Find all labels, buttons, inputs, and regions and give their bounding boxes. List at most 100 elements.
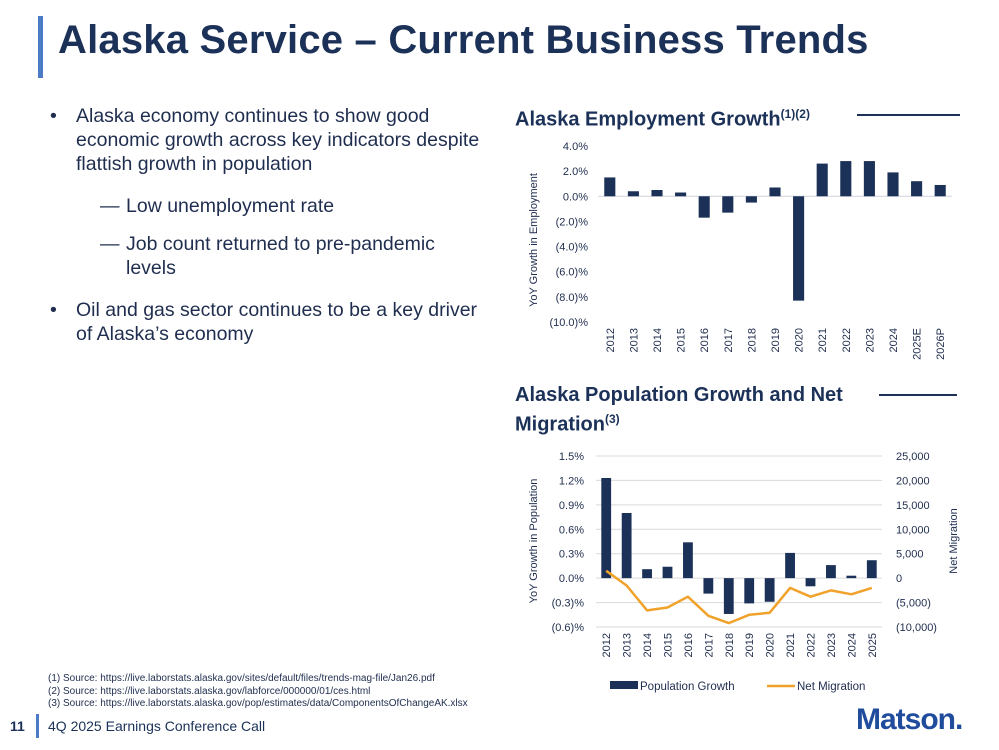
population-x-tick-label: 2024 <box>846 633 858 657</box>
population-x-tick-label: 2014 <box>642 633 654 657</box>
employment-x-tick-label: 2023 <box>864 328 876 352</box>
population-growth-bar <box>703 578 714 594</box>
net-migration-tick-label: (5,000) <box>896 598 931 610</box>
bullet-marker: • <box>50 105 57 127</box>
population-y-tick-label: 0.9% <box>559 500 584 512</box>
employment-bar <box>769 187 781 197</box>
population-y-tick-label: (0.3)% <box>552 598 585 610</box>
employment-bar <box>887 172 899 197</box>
net-migration-tick-label: 20,000 <box>896 475 930 487</box>
legend-migration-label: Net Migration <box>797 681 865 693</box>
employment-x-tick-label: 2022 <box>841 328 853 352</box>
population-x-tick-label: 2017 <box>703 633 715 657</box>
population-y-tick-label: (0.6)% <box>552 622 585 634</box>
sub-bullet-marker: — <box>100 233 120 255</box>
employment-x-tick-label: 2019 <box>770 328 782 352</box>
population-growth-bar <box>805 578 816 587</box>
legend-population-swatch <box>610 681 638 689</box>
employment-x-tick-label: 2026P <box>935 328 947 360</box>
employment-y-tick-label: (2.0)% <box>556 216 589 228</box>
population-x-tick-label: 2016 <box>683 633 695 657</box>
population-growth-bar <box>662 566 673 579</box>
net-migration-tick-label: 5,000 <box>896 549 924 561</box>
employment-x-tick-label: 2020 <box>794 328 806 352</box>
footnote: (2) Source: https://live.laborstats.alas… <box>48 685 371 697</box>
population-title-rule <box>879 394 957 396</box>
employment-bar <box>604 177 616 197</box>
population-y-tick-label: 1.2% <box>559 475 584 487</box>
employment-y-axis-label: YoY Growth in Employment <box>528 173 540 307</box>
net-migration-axis-label: Net Migration <box>948 508 960 573</box>
employment-x-tick-label: 2018 <box>746 328 758 352</box>
population-growth-bar <box>723 578 734 614</box>
bullet-item: • Alaska economy continues to show good … <box>50 104 490 176</box>
employment-bar <box>863 161 875 197</box>
legend-population-label: Population Growth <box>640 681 735 693</box>
bullet-text: Oil and gas sector continues to be a key… <box>76 299 478 345</box>
population-y-tick-label: 0.0% <box>559 573 584 585</box>
employment-bar <box>651 190 663 197</box>
employment-y-tick-label: (4.0)% <box>556 242 589 254</box>
population-growth-bar <box>642 569 652 579</box>
net-migration-tick-label: 0 <box>896 573 902 585</box>
employment-y-tick-label: (8.0)% <box>556 292 589 304</box>
net-migration-tick-label: 10,000 <box>896 524 930 536</box>
population-x-tick-label: 2013 <box>622 633 634 657</box>
population-y-tick-label: 1.5% <box>559 451 584 463</box>
title-accent-bar <box>38 16 43 78</box>
employment-x-tick-label: 2021 <box>817 328 829 352</box>
employment-bar <box>675 192 687 197</box>
employment-title-rule <box>857 114 960 116</box>
bullet-item: • Oil and gas sector continues to be a k… <box>50 298 490 346</box>
sub-bullet-text: Low unemployment rate <box>126 195 335 217</box>
population-y-tick-label: 0.6% <box>559 524 584 536</box>
population-x-tick-label: 2020 <box>765 633 777 657</box>
net-migration-tick-label: 15,000 <box>896 500 930 512</box>
employment-bar <box>840 161 852 197</box>
employment-x-tick-label: 2013 <box>628 328 640 352</box>
employment-x-tick-label: 2014 <box>652 328 664 352</box>
population-growth-bar <box>764 578 775 602</box>
employment-y-tick-label: (6.0)% <box>556 267 589 279</box>
employment-y-tick-label: 0.0% <box>563 191 588 203</box>
employment-x-tick-label: 2016 <box>699 328 711 352</box>
sub-bullet-item: — Job count returned to pre-pandemic lev… <box>50 232 490 280</box>
population-growth-bar <box>866 560 877 579</box>
sub-bullet-marker: — <box>100 195 120 217</box>
population-x-tick-label: 2022 <box>806 633 818 657</box>
population-title-text: Alaska Population Growth and Net Migrati… <box>515 384 843 436</box>
employment-bar <box>745 196 757 203</box>
employment-bar <box>934 184 946 197</box>
population-chart-title: Alaska Population Growth and Net Migrati… <box>515 383 875 437</box>
employment-y-tick-label: 2.0% <box>563 166 588 178</box>
population-growth-bar <box>846 575 857 579</box>
employment-bar <box>627 191 639 197</box>
population-growth-chart: YoY Growth in Population Net Migration 1… <box>528 451 960 693</box>
employment-bar <box>698 196 710 218</box>
bullet-marker: • <box>50 299 57 321</box>
population-growth-bar <box>826 565 836 579</box>
footnotes: (1) Source: https://live.laborstats.alas… <box>48 673 468 711</box>
employment-x-tick-label: 2024 <box>888 328 900 352</box>
net-migration-tick-label: 25,000 <box>896 451 930 463</box>
employment-bar <box>816 163 828 197</box>
population-title-footnote: (3) <box>605 412 620 426</box>
population-x-tick-label: 2025 <box>867 633 879 657</box>
employment-bar <box>722 196 734 213</box>
employment-y-tick-label: (10.0)% <box>549 317 588 329</box>
footer-caption: 4Q 2025 Earnings Conference Call <box>48 718 266 734</box>
population-x-tick-label: 2023 <box>826 633 838 657</box>
bullet-text: Alaska economy continues to show good ec… <box>76 105 480 175</box>
employment-bar <box>793 196 805 301</box>
employment-x-tick-label: 2015 <box>676 328 688 352</box>
population-x-tick-label: 2019 <box>744 633 756 657</box>
sub-bullet-item: — Low unemployment rate <box>50 194 490 218</box>
population-growth-bar <box>785 552 795 579</box>
footnote: (3) Source: https://live.laborstats.alas… <box>48 698 468 709</box>
population-x-tick-label: 2015 <box>663 633 675 657</box>
population-x-tick-label: 2021 <box>785 633 797 657</box>
population-x-tick-label: 2012 <box>601 633 613 657</box>
footnote: (1) Source: https://live.laborstats.alas… <box>48 673 435 684</box>
population-growth-bar <box>744 578 755 604</box>
employment-title-footnote: (1)(2) <box>780 107 810 121</box>
